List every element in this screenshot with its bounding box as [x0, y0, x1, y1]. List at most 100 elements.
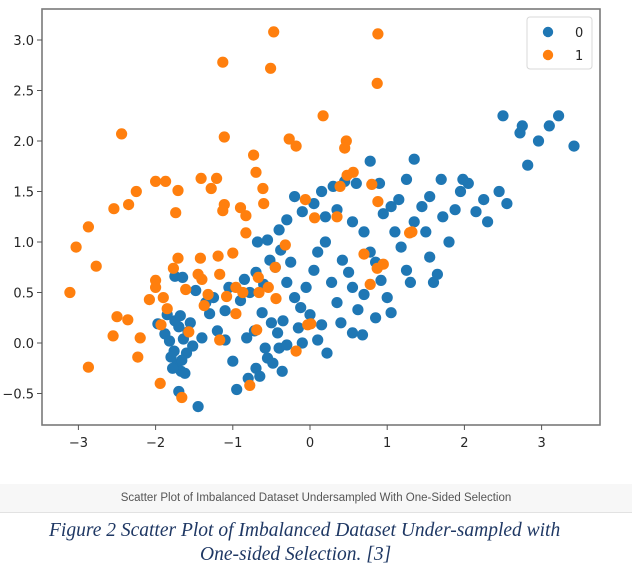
data-point — [262, 281, 274, 293]
data-point — [107, 330, 119, 342]
data-point — [198, 300, 210, 312]
data-point — [82, 361, 94, 373]
data-point — [163, 335, 176, 347]
data-point — [82, 221, 94, 233]
data-point — [276, 365, 288, 377]
data-point — [214, 268, 226, 280]
data-point — [454, 185, 467, 198]
data-point — [393, 194, 405, 206]
series-1-points — [64, 26, 418, 404]
data-point — [172, 184, 184, 197]
data-point — [187, 340, 199, 352]
data-point — [372, 28, 384, 40]
data-point — [108, 203, 120, 215]
plot-title-bar: Scatter Plot of Imbalanced Dataset Under… — [0, 484, 632, 513]
data-point — [143, 294, 155, 306]
data-point — [350, 177, 362, 189]
data-point — [326, 276, 338, 288]
x-tick-label: 2 — [460, 436, 468, 451]
data-point — [331, 211, 343, 223]
data-point — [478, 194, 490, 206]
data-point — [457, 173, 469, 185]
data-point — [385, 201, 397, 213]
data-point — [237, 286, 249, 299]
data-point — [221, 290, 233, 303]
data-point — [273, 224, 285, 236]
data-point — [435, 173, 447, 185]
data-point — [116, 128, 128, 140]
data-point — [240, 210, 252, 222]
data-point — [377, 208, 389, 220]
data-point — [358, 288, 370, 301]
data-point — [377, 258, 389, 270]
data-point — [309, 212, 321, 224]
x-tick-label: −2 — [146, 436, 165, 451]
data-point — [416, 201, 428, 213]
data-point — [195, 172, 207, 184]
legend: 0 1 — [526, 16, 593, 70]
data-point — [341, 169, 353, 181]
data-point — [346, 327, 359, 339]
data-point — [227, 247, 239, 259]
data-point — [424, 191, 436, 203]
scatter-plot: −3 −2 −1 0 1 2 3 −0.5 0.0 0.5 1.0 1.5 2.0 2.5 3.0 0 1 — [2, 8, 601, 451]
data-point — [234, 202, 247, 214]
x-tick-label: 0 — [306, 436, 314, 451]
data-point — [170, 207, 182, 219]
data-point — [205, 182, 217, 195]
data-point — [408, 153, 420, 165]
data-point — [268, 26, 280, 38]
data-point — [123, 199, 135, 211]
figure-caption-line-2: One-sided Selection. [3] — [200, 544, 392, 565]
data-point — [443, 236, 455, 248]
data-point — [130, 185, 142, 198]
data-point — [251, 324, 263, 336]
data-point — [265, 62, 277, 74]
data-point — [204, 308, 216, 320]
data-point — [157, 292, 169, 304]
data-point — [336, 254, 348, 266]
data-point — [251, 236, 264, 248]
legend-label-0: 0 — [575, 26, 583, 41]
data-point — [192, 268, 204, 280]
data-point — [160, 175, 172, 187]
legend-label-1: 1 — [575, 49, 583, 64]
y-axis: −0.5 0.0 0.5 1.0 1.5 2.0 2.5 3.0 — [2, 34, 42, 403]
data-point — [217, 56, 229, 68]
data-point — [431, 268, 443, 280]
legend-marker-1 — [542, 49, 554, 61]
data-point — [269, 261, 281, 273]
data-point — [290, 140, 302, 152]
data-point — [154, 377, 166, 389]
data-point — [317, 110, 329, 122]
data-point — [400, 264, 413, 276]
data-point — [174, 310, 186, 322]
data-point — [238, 273, 250, 285]
data-point — [179, 367, 191, 379]
data-point — [167, 262, 179, 274]
data-point — [90, 260, 102, 272]
data-point — [437, 211, 449, 223]
figure-caption: Figure 2 Scatter Plot of Imbalanced Data… — [0, 519, 640, 567]
x-tick-label: −1 — [223, 436, 242, 451]
data-point — [165, 351, 177, 363]
data-point — [312, 246, 324, 258]
data-point — [285, 256, 297, 268]
data-point — [305, 318, 317, 330]
data-point — [339, 142, 351, 154]
data-point — [176, 391, 188, 404]
data-point — [281, 276, 293, 288]
data-point — [279, 239, 291, 251]
data-point — [289, 191, 301, 203]
y-tick-label: 1.0 — [13, 236, 34, 251]
data-point — [270, 293, 282, 305]
data-point — [400, 173, 413, 185]
data-point — [319, 236, 331, 248]
legend-marker-0 — [542, 26, 554, 38]
data-point — [334, 180, 346, 192]
data-point — [312, 334, 324, 346]
data-point — [424, 251, 436, 263]
data-point — [316, 185, 328, 198]
y-tick-label: 0.5 — [13, 287, 34, 302]
data-point — [184, 317, 196, 329]
